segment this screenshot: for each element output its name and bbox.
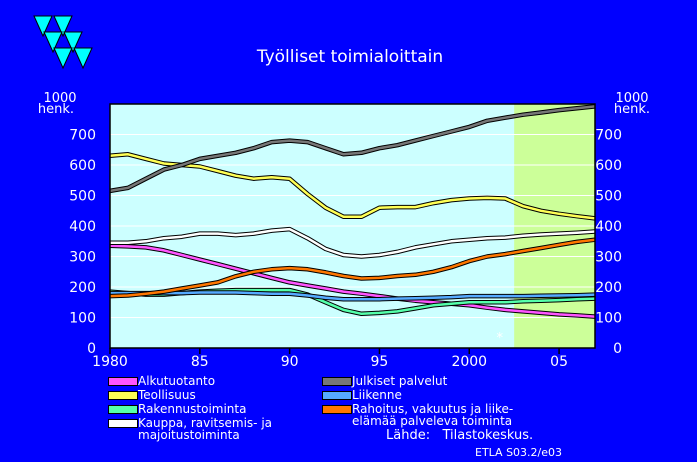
series-line-5 — [110, 291, 596, 301]
x-tick-label: 90 — [281, 354, 299, 370]
series-line-6 — [109, 238, 596, 298]
y-tick-label-left: 0 — [87, 341, 96, 357]
legend-label: Alkutuotanto — [138, 374, 216, 388]
legend-label: Kauppa, ravitsemis- ja majoitustoiminta — [138, 416, 273, 442]
x-tick-label: 05 — [550, 354, 568, 370]
series-line-3 — [110, 227, 596, 258]
y-tick-labels-left: 0 100 200 300 400 500 600 700 — [69, 128, 96, 358]
legend-label: Rahoitus, vakuutus ja liike- elämää palv… — [352, 402, 514, 428]
chart-code: ETLA S03.2/e03 — [475, 446, 563, 459]
y-tick-label-right: 0 — [613, 341, 622, 357]
y-tick-label-right: 200 — [595, 280, 622, 296]
y-unit-left-bottom: henk. — [38, 102, 74, 117]
y-tick-label-right: 300 — [595, 250, 622, 266]
y-tick-label-left: 300 — [69, 250, 96, 266]
legend-label: Rakennustoiminta — [138, 402, 247, 416]
y-unit-right-top: 1000 — [615, 91, 648, 106]
y-tick-label-right: 100 — [595, 311, 622, 327]
legend-label: Liikenne — [352, 388, 402, 402]
x-tick-label: 2000 — [451, 354, 487, 370]
y-unit-right-bottom: henk. — [614, 102, 650, 117]
y-unit-left-top: 1000 — [43, 91, 76, 106]
legend-swatch — [108, 419, 138, 428]
legend-label: Teollisuus — [138, 388, 196, 402]
legend-label: Julkiset palvelut — [352, 374, 448, 388]
x-tick-label: 85 — [191, 354, 209, 370]
legend-swatch — [322, 405, 352, 414]
legend-swatch — [108, 405, 138, 414]
legend-swatch — [322, 391, 352, 400]
y-tick-label-right: 400 — [595, 219, 622, 235]
y-tick-label-left: 700 — [69, 128, 96, 144]
y-tick-label-right: 500 — [595, 189, 622, 205]
series-line-0 — [109, 244, 596, 318]
axes — [109, 103, 596, 354]
plot-frame — [109, 103, 596, 349]
y-tick-label-left: 200 — [69, 280, 96, 296]
x-tick-label: 95 — [371, 354, 389, 370]
legend-swatch — [108, 391, 138, 400]
x-tick-label: 1980 — [92, 354, 128, 370]
y-tick-label-left: 500 — [69, 189, 96, 205]
y-tick-label-left: 600 — [69, 158, 96, 174]
y-tick-label-right: 700 — [595, 128, 622, 144]
forecast-marker: * — [497, 331, 504, 346]
legend-swatch — [108, 377, 138, 386]
series-line-1 — [109, 153, 596, 220]
chart-title: Työlliset toimialoittain — [256, 47, 443, 67]
y-tick-label-left: 100 — [69, 311, 96, 327]
x-tick-labels: 1980 85 90 95 2000 05 — [92, 354, 568, 370]
legend-swatch — [322, 377, 352, 386]
source-note: Lähde: Tilastokeskus. — [386, 428, 534, 443]
series-line-4 — [109, 105, 596, 193]
y-tick-labels-right: 0 100 200 300 400 500 600 700 — [595, 128, 622, 358]
y-tick-label-left: 400 — [69, 219, 96, 235]
series-lines — [109, 104, 596, 319]
logo — [33, 15, 93, 70]
y-tick-label-right: 600 — [595, 158, 622, 174]
